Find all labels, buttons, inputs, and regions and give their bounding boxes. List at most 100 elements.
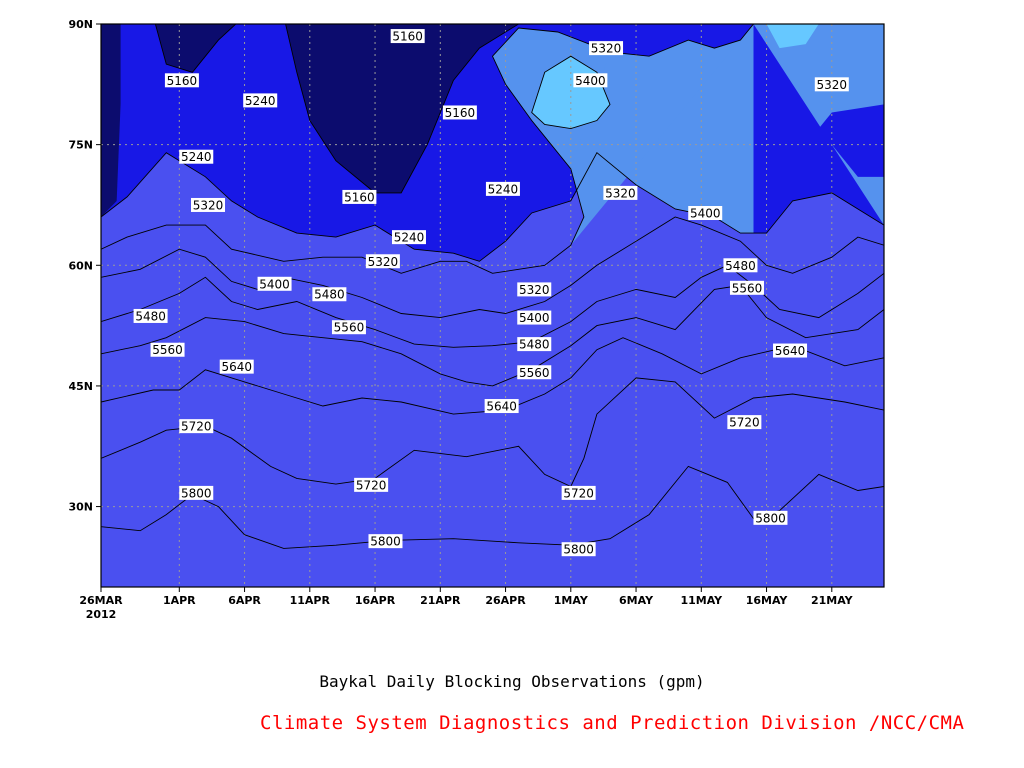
contour-line-5320	[101, 24, 754, 274]
contour-label: 5240	[394, 231, 425, 245]
contour-line-5560	[101, 284, 884, 387]
contour-label: 5720	[356, 478, 387, 492]
contour-label-box	[368, 534, 403, 549]
contour-label-box	[164, 73, 199, 88]
contour-label: 5320	[817, 78, 848, 92]
contour-label-box	[133, 308, 168, 323]
contour-label-box	[589, 41, 624, 56]
contour-label: 5160	[167, 74, 198, 88]
contour-label: 5320	[591, 42, 622, 56]
band-below-5160-west	[101, 24, 121, 218]
contour-label: 5720	[563, 486, 594, 500]
contour-label-box	[354, 477, 389, 492]
contour-label-box	[179, 485, 214, 500]
contour-label-box	[365, 254, 400, 269]
contour-label-box	[727, 415, 762, 430]
contour-line-5400	[531, 55, 611, 130]
band-5160-east	[818, 104, 884, 177]
contour-label: 5560	[152, 343, 183, 357]
contour-label-box	[390, 29, 425, 44]
x-tick-label: 1APR	[163, 594, 196, 607]
contour-label-box	[219, 359, 254, 374]
contour-line-5240	[101, 152, 884, 262]
contour-label-box	[561, 485, 596, 500]
contour-label-box	[257, 276, 292, 291]
contour-label-box	[688, 206, 723, 221]
contour-label-box	[484, 399, 519, 414]
contour-label: 5480	[135, 309, 166, 323]
contour-label-box	[561, 542, 596, 557]
contour-label: 5800	[755, 511, 786, 525]
y-tick-label: 90N	[68, 18, 93, 31]
contour-line-5160	[154, 24, 237, 73]
contour-label: 5400	[575, 74, 606, 88]
contour-label-box	[179, 149, 214, 164]
contour-label-box	[179, 419, 214, 434]
contour-label: 5240	[488, 182, 519, 196]
plot-frame	[100, 23, 885, 588]
contour-label-box	[150, 342, 185, 357]
contour-label-box	[342, 189, 377, 204]
contour-label-box	[517, 337, 552, 352]
contour-label: 5160	[392, 30, 423, 44]
contour-label: 5400	[690, 207, 721, 221]
x-tick-label: 16MAY	[746, 594, 789, 607]
x-tick-year: 2012	[86, 608, 117, 621]
contour-label-box	[517, 365, 552, 380]
contour-label: 5640	[221, 360, 252, 374]
contour-label: 5480	[725, 259, 756, 273]
contour-fill-layer	[101, 24, 884, 587]
x-tick-label: 21APR	[420, 594, 461, 607]
contour-label: 5320	[605, 186, 636, 200]
credit-line: Climate System Diagnostics and Predictio…	[260, 712, 965, 734]
contour-label: 5560	[334, 321, 365, 335]
x-tick-label: 21MAY	[811, 594, 854, 607]
x-tick-label: 11MAY	[680, 594, 723, 607]
contour-label-box	[312, 287, 347, 302]
y-tick-label: 30N	[68, 501, 93, 514]
y-tick-label: 60N	[68, 259, 93, 272]
x-tick-label: 26MAR	[79, 594, 123, 607]
contour-label-box	[331, 320, 366, 335]
contour-label: 5480	[314, 288, 345, 302]
contour-label: 5400	[259, 277, 290, 291]
contour-label: 5640	[775, 344, 806, 358]
contour-label: 5640	[486, 400, 517, 414]
contour-label: 5240	[245, 94, 276, 108]
band-5400-north	[766, 24, 819, 49]
contour-label: 5160	[344, 190, 375, 204]
x-tick-label: 6APR	[228, 594, 261, 607]
contour-label: 5480	[519, 338, 550, 352]
contour-label-box	[517, 310, 552, 325]
contour-label-layer: 5160 5160 5160 5160 5240 5240 5240 5240 5320 5320…	[133, 29, 849, 557]
contour-label: 5320	[193, 198, 224, 212]
x-tick-label: 6MAY	[619, 594, 654, 607]
contour-label-box	[723, 258, 758, 273]
band-below-5160-1	[285, 24, 519, 193]
contour-label: 5400	[519, 311, 550, 325]
contour-line-5160	[285, 24, 521, 194]
contour-label-box	[729, 280, 764, 295]
contour-label: 5800	[370, 535, 401, 549]
x-tick-label: 1MAY	[554, 594, 589, 607]
y-axis: 30N 45N 60N 75N 90N	[68, 18, 101, 514]
x-tick-label: 11APR	[290, 594, 331, 607]
y-tick-label: 45N	[68, 380, 93, 393]
contour-label-box	[814, 77, 849, 92]
contour-label: 5320	[519, 283, 550, 297]
band-below-5160-0	[155, 24, 236, 73]
x-tick-label: 16APR	[355, 594, 396, 607]
contour-label: 5800	[181, 486, 212, 500]
contour-label-box	[485, 181, 520, 196]
contour-label: 5720	[729, 416, 760, 430]
contour-label-box	[603, 185, 638, 200]
chart-title: Baykal Daily Blocking Observations (gpm)	[319, 672, 705, 691]
contour-label-box	[391, 230, 426, 245]
contour-label-box	[442, 105, 477, 120]
y-tick-label: 75N	[68, 139, 93, 152]
contour-label-box	[517, 282, 552, 297]
contour-label-box	[753, 510, 788, 525]
contour-label-box	[243, 93, 278, 108]
contour-label: 5240	[181, 150, 212, 164]
contour-label: 5320	[368, 255, 399, 269]
